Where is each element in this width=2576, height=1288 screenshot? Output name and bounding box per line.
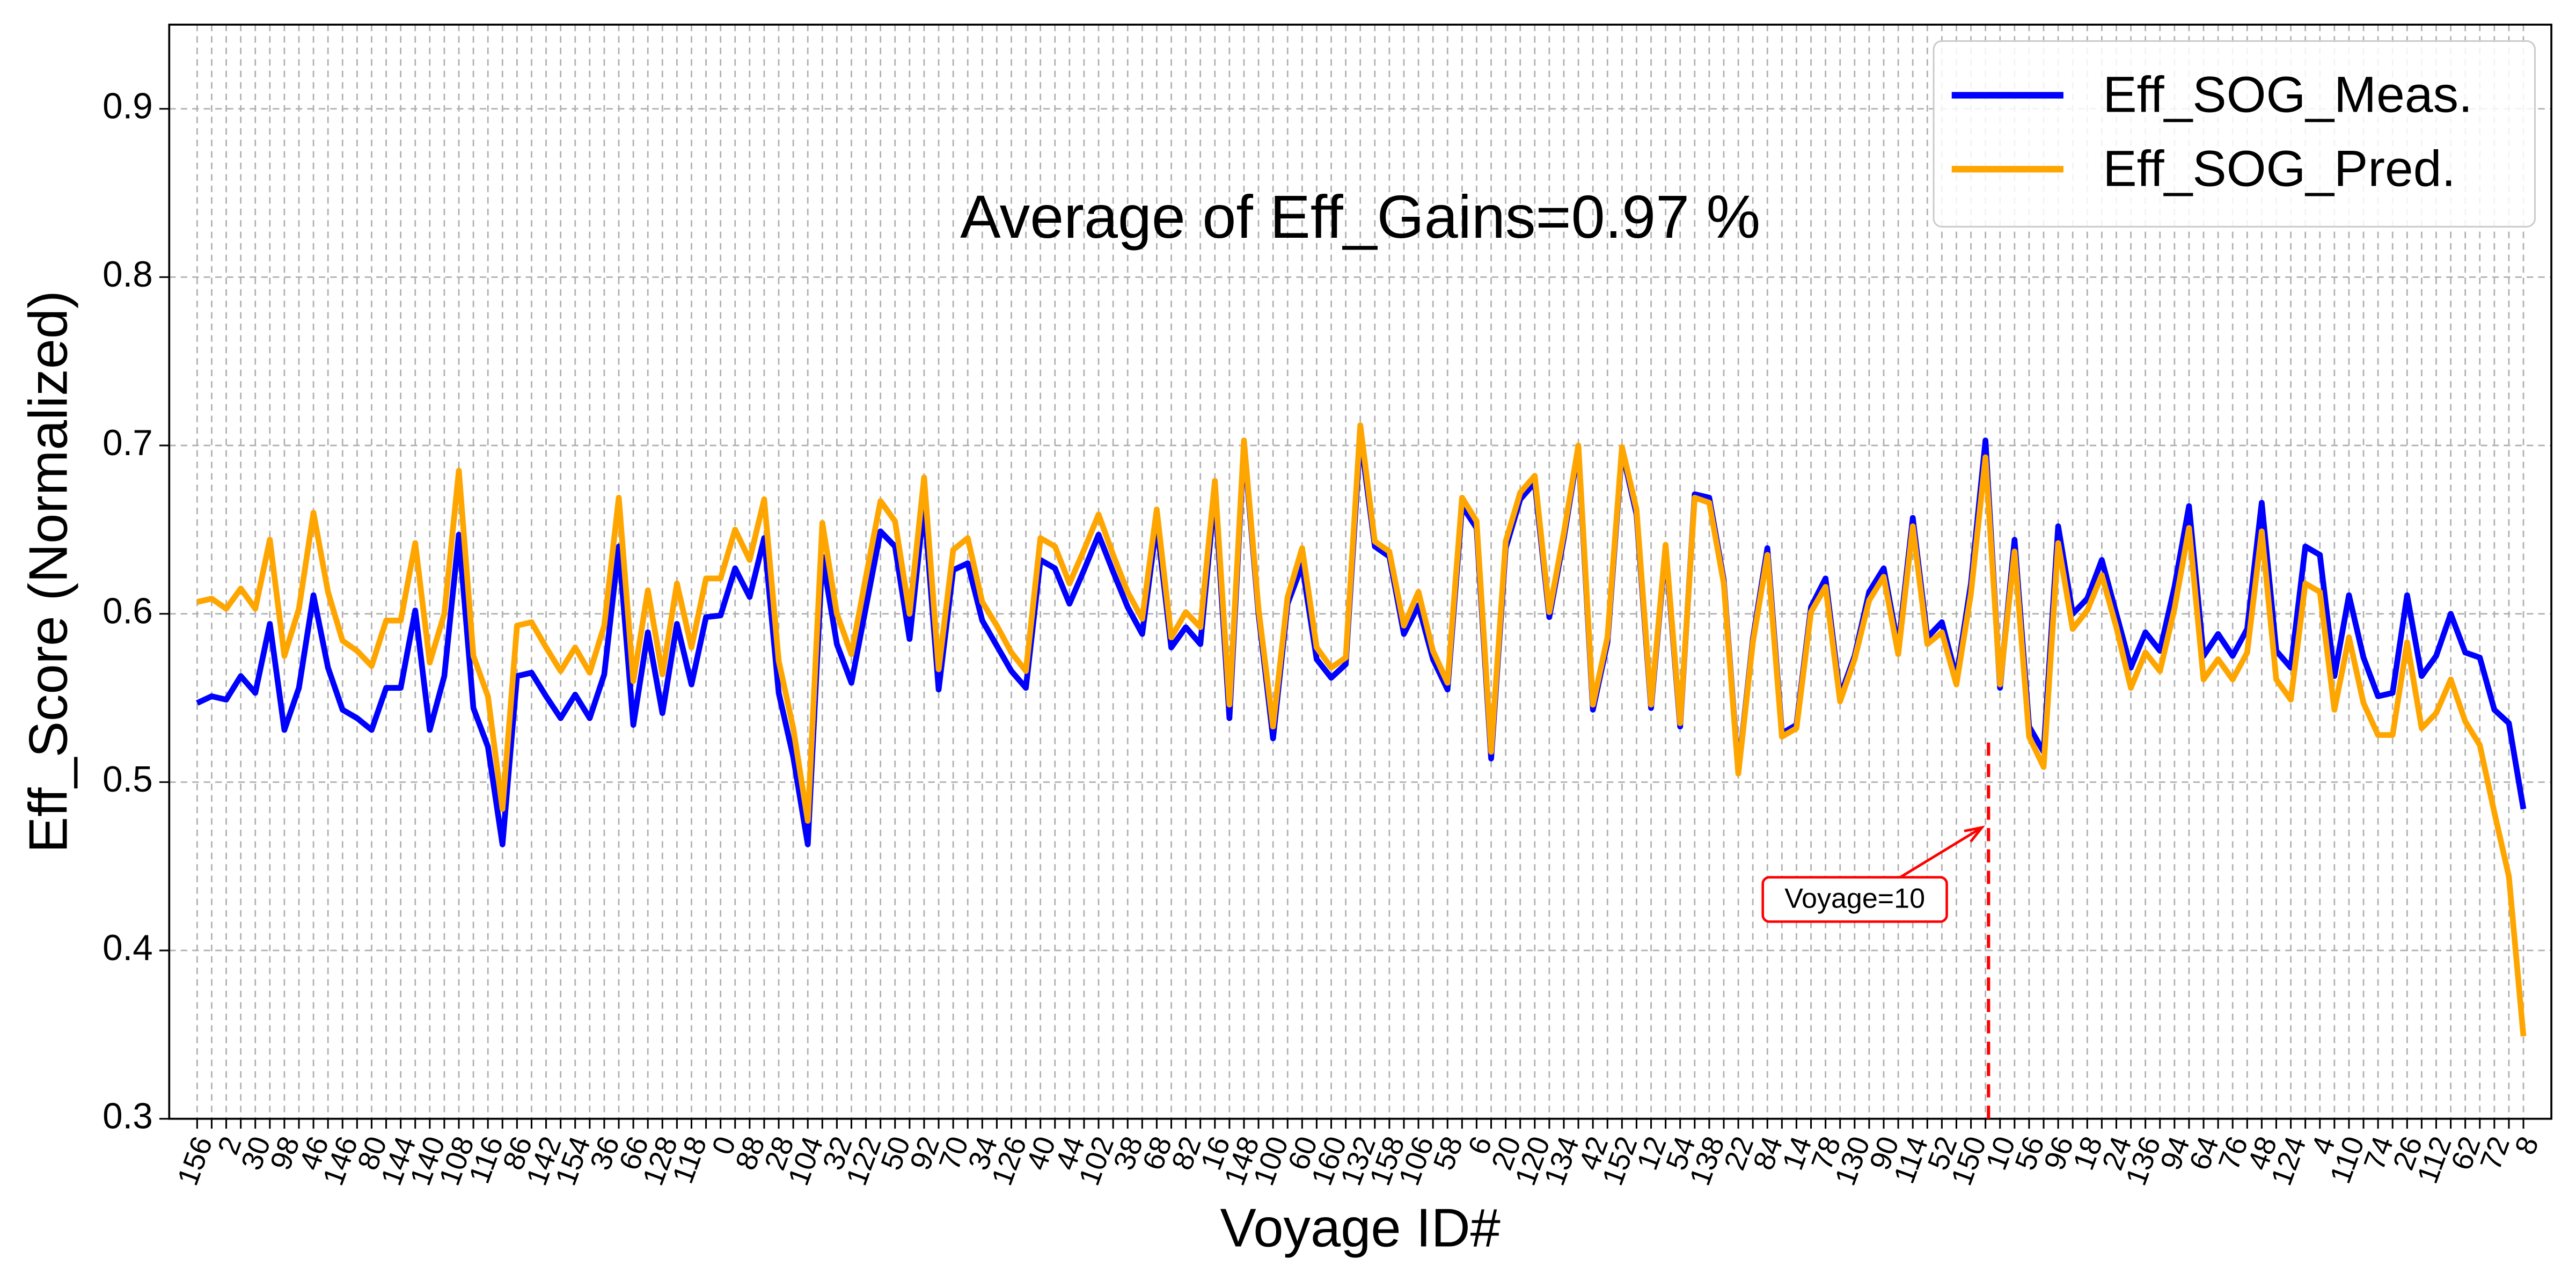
y-tick-label: 0.9	[103, 86, 153, 127]
series-line	[196, 422, 2527, 1037]
legend-label: Eff_SOG_Pred.	[2103, 140, 2455, 197]
annotation-text: Voyage=10	[1784, 883, 1925, 914]
legend-label: Eff_SOG_Meas.	[2103, 67, 2472, 123]
y-tick-label: 0.3	[103, 1096, 153, 1136]
legend-box	[1933, 40, 2536, 228]
y-tick-label: 0.5	[103, 759, 153, 800]
plot	[196, 422, 2527, 1037]
y-axis-label: Eff_Score (Normalized)	[19, 290, 79, 853]
y-tick-label: 0.8	[103, 254, 153, 295]
x-axis-label: Voyage ID#	[1220, 1198, 1501, 1258]
y-tick-label: 0.7	[103, 423, 153, 463]
chart-title: Average of Eff_Gains=0.97 %	[960, 183, 1760, 251]
y-tick-label: 0.4	[103, 928, 153, 968]
annotation-arrow	[1897, 826, 1983, 880]
grid	[169, 24, 2552, 1120]
annotation-arrowhead	[1964, 825, 1986, 843]
annotation-box	[1761, 876, 1948, 923]
y-tick-label: 0.6	[103, 591, 153, 632]
